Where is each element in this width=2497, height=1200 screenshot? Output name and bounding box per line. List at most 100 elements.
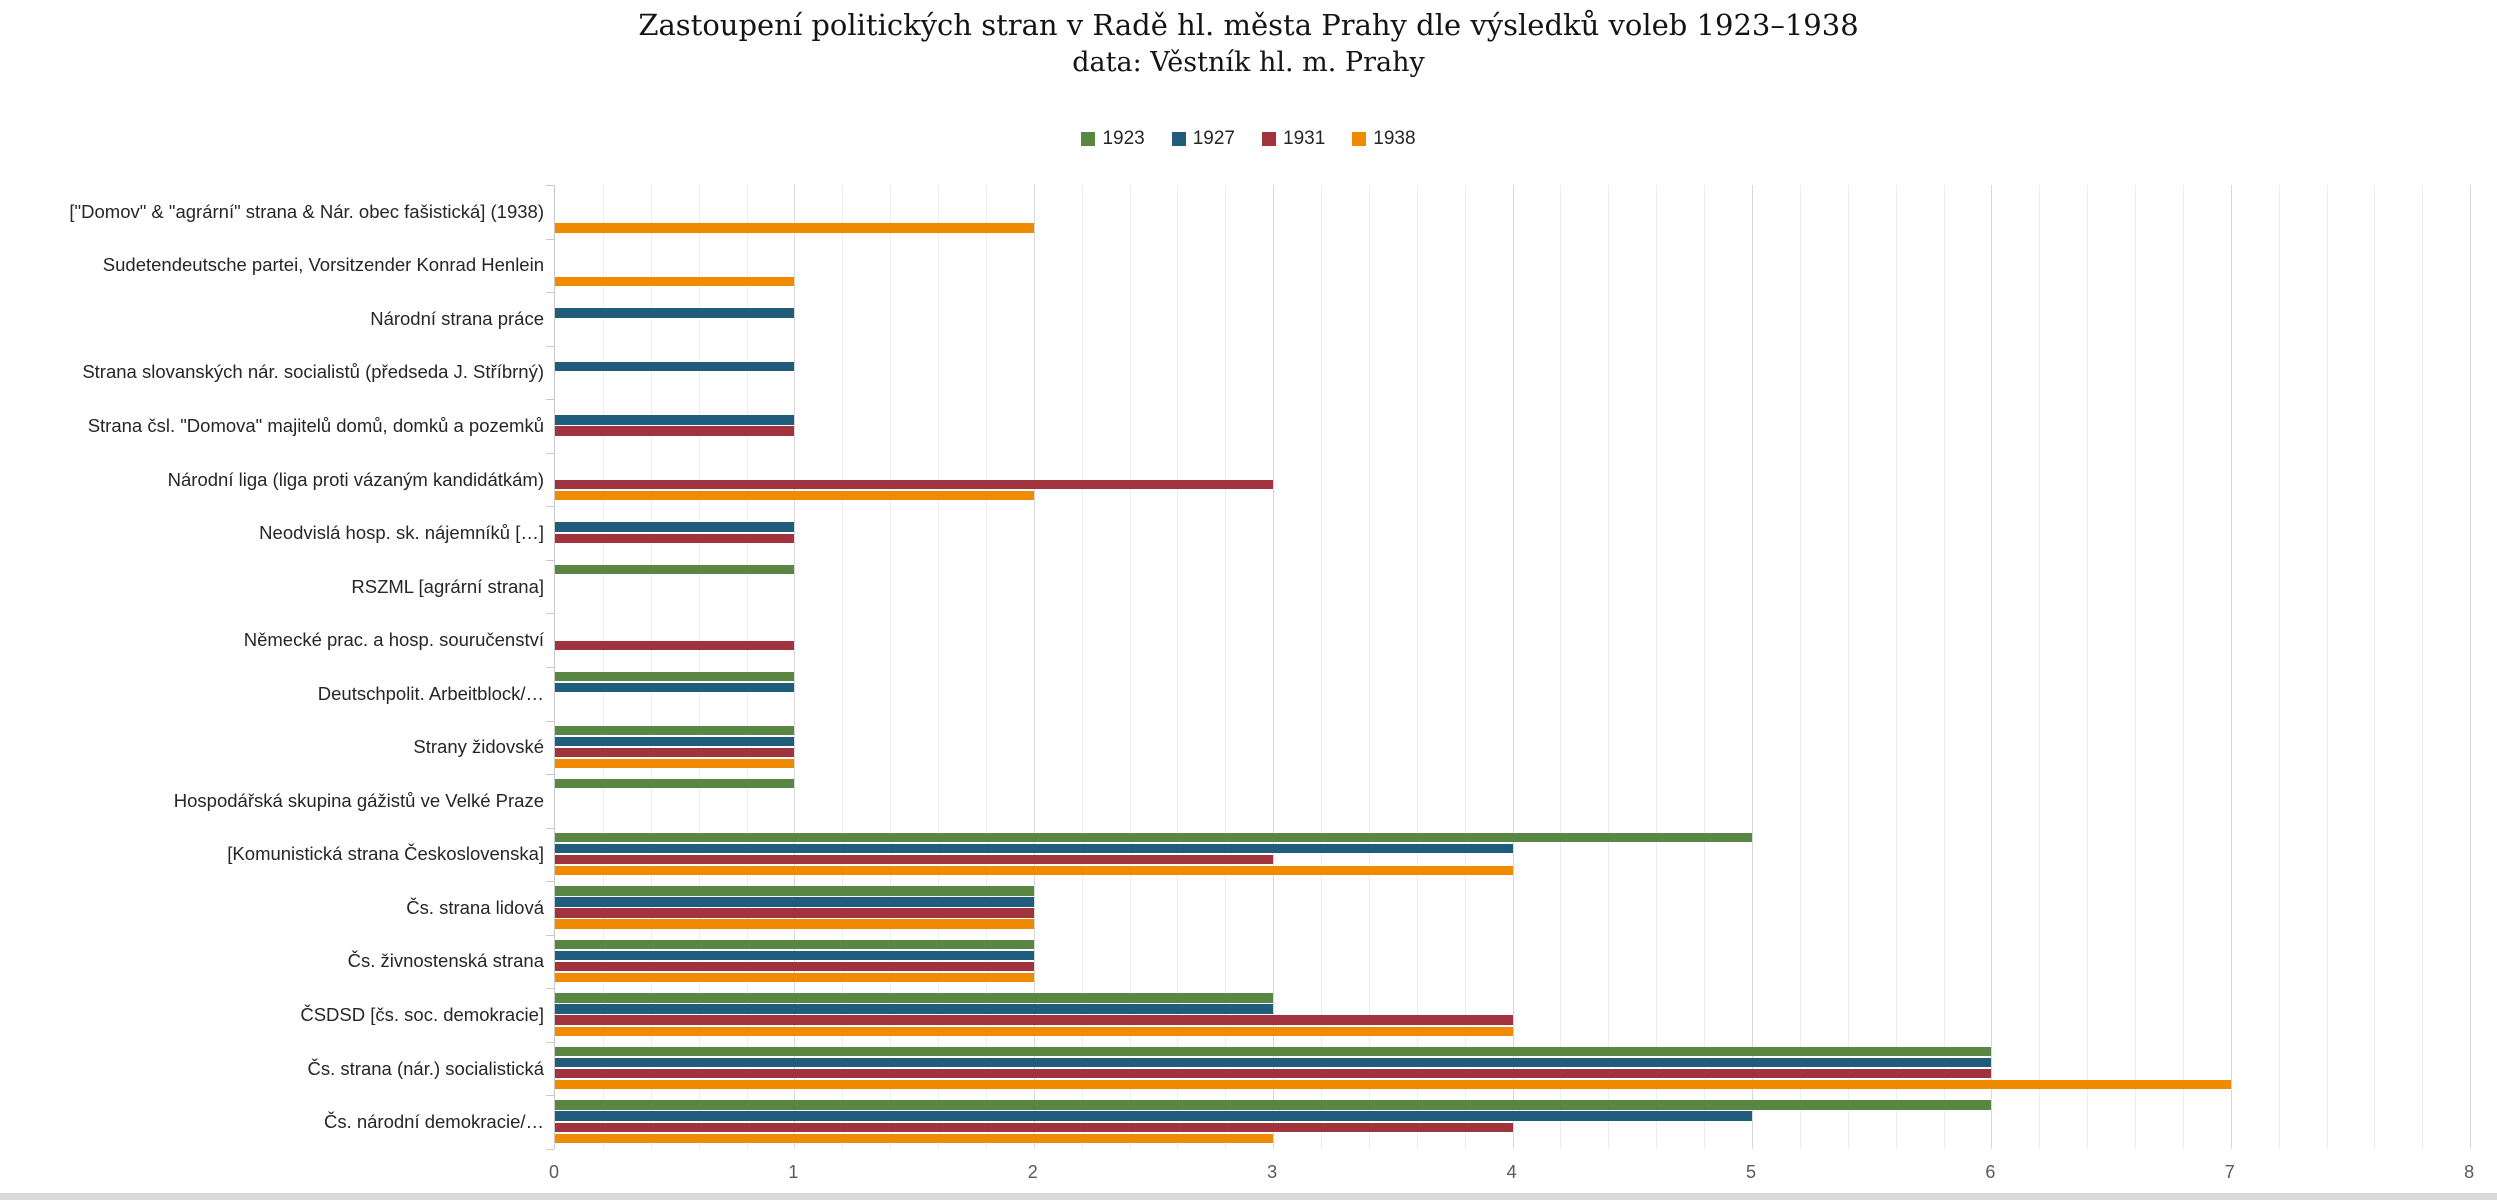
y-axis-tick <box>546 720 554 722</box>
bar-1938 <box>555 1080 2231 1090</box>
bar-1927 <box>555 950 1034 961</box>
category-label: ["Domov" & "agrární" strana & Nár. obec … <box>69 200 544 222</box>
bar-1923 <box>555 886 1034 896</box>
legend-label: 1938 <box>1373 128 1416 149</box>
bar-1927 <box>555 308 795 318</box>
gridline-minor <box>2087 185 2089 1149</box>
category-label: Národní strana práce <box>370 307 544 329</box>
legend-item-1927: 1927 <box>1171 128 1235 150</box>
gridline-minor <box>746 185 748 1149</box>
gridline-major <box>1991 185 1993 1149</box>
gridline-major <box>2470 185 2472 1149</box>
bar-1927 <box>555 1004 1274 1014</box>
gridline-minor <box>1656 185 1658 1149</box>
bar-1923 <box>555 832 1752 842</box>
legend-swatch-icon <box>1352 132 1367 146</box>
legend: 1923 1927 1931 1938 <box>0 127 2497 151</box>
x-axis-tick-label: 8 <box>2464 1161 2475 1182</box>
gridline-minor <box>1368 185 1370 1149</box>
bar-1931 <box>555 426 795 436</box>
category-label: Čs. strana (nár.) socialistická <box>307 1057 544 1079</box>
bar-1923 <box>555 939 1034 950</box>
category-label: RSZML [agrární strana] <box>351 575 544 597</box>
y-axis-tick <box>546 238 554 240</box>
bar-1923 <box>555 993 1274 1003</box>
bar-1931 <box>555 908 1034 918</box>
y-axis-tick <box>546 292 554 294</box>
x-axis-tick-label: 7 <box>2224 1161 2235 1182</box>
gridline-minor <box>938 185 940 1149</box>
bar-1931 <box>555 961 1034 972</box>
bar-1938 <box>555 758 795 769</box>
category-label: Strana čsl. "Domova" majitelů domů, domk… <box>87 414 544 436</box>
legend-label: 1927 <box>1192 128 1235 149</box>
x-axis-tick-label: 4 <box>1506 1161 1517 1182</box>
bar-1923 <box>555 1100 1992 1110</box>
gridline-minor <box>985 185 987 1149</box>
y-axis-tick <box>546 185 554 186</box>
gridline-minor <box>2182 185 2184 1149</box>
category-label: Strana slovanských nár. socialistů (před… <box>82 361 544 383</box>
legend-item-1923: 1923 <box>1081 128 1145 150</box>
gridline-minor <box>1081 185 1083 1149</box>
bar-1938 <box>555 865 1513 876</box>
category-label: Neodvislá hosp. sk. nájemníků […] <box>259 522 544 544</box>
gridline-minor <box>1895 185 1897 1149</box>
gridline-minor <box>2326 185 2328 1149</box>
bar-1931 <box>555 479 1274 490</box>
category-label: Strany židovské <box>413 736 544 758</box>
x-axis-tick-label: 0 <box>548 1161 559 1182</box>
gridline-major <box>1273 185 1275 1149</box>
gridline-major <box>1033 185 1035 1149</box>
y-axis-tick <box>546 452 554 454</box>
y-axis-tick <box>546 827 554 829</box>
gridline-minor <box>1943 185 1945 1149</box>
gridline-minor <box>1847 185 1849 1149</box>
bar-1923 <box>555 564 795 575</box>
gridline-major <box>794 185 796 1149</box>
gridline-minor <box>1225 185 1227 1149</box>
legend-swatch-icon <box>1262 132 1276 146</box>
bar-1927 <box>555 361 795 372</box>
bar-1931 <box>555 854 1274 865</box>
bar-1927 <box>555 736 795 746</box>
y-axis-tick <box>546 1041 554 1043</box>
category-label: Národní liga (liga proti vázaným kandidá… <box>167 468 544 490</box>
bar-1938 <box>555 973 1034 983</box>
bar-1927 <box>555 683 795 693</box>
x-axis-tick-label: 6 <box>1985 1161 1996 1182</box>
category-label: Čs. národní demokracie/… <box>323 1111 544 1133</box>
gridline-minor <box>1129 185 1131 1149</box>
gridline-minor <box>602 185 604 1149</box>
gridline-minor <box>842 185 844 1149</box>
gridline-minor <box>1416 185 1418 1149</box>
bar-1927 <box>555 1111 1752 1121</box>
bar-1923 <box>555 1046 1992 1057</box>
category-label: Deutschpolit. Arbeitblock/… <box>317 682 544 704</box>
gridline-minor <box>650 185 652 1149</box>
gridline-minor <box>2422 185 2424 1149</box>
bar-1927 <box>555 415 795 425</box>
gridline-minor <box>1704 185 1706 1149</box>
category-label: Sudetendeutsche partei, Vorsitzender Kon… <box>102 254 544 276</box>
bar-1931 <box>555 533 795 543</box>
category-label: Hospodářská skupina gážistů ve Velké Pra… <box>173 789 544 811</box>
gridline-major <box>2230 185 2232 1149</box>
bar-1927 <box>555 1057 1992 1068</box>
y-axis-tick <box>546 399 554 401</box>
legend-swatch-icon <box>1171 132 1186 146</box>
y-axis-tick <box>546 881 554 883</box>
bar-1938 <box>555 1026 1513 1036</box>
legend-item-1938: 1938 <box>1352 128 1416 150</box>
gridline-minor <box>698 185 700 1149</box>
bar-1931 <box>555 747 795 758</box>
bar-1927 <box>555 897 1034 907</box>
bar-1931 <box>555 640 795 650</box>
x-axis-tick-label: 2 <box>1027 1161 1038 1182</box>
bar-1938 <box>555 223 1034 233</box>
gridline-minor <box>1799 185 1801 1149</box>
y-axis-tick <box>546 1095 554 1097</box>
y-axis-tick <box>546 506 554 508</box>
category-label: Čs. strana lidová <box>406 896 544 918</box>
